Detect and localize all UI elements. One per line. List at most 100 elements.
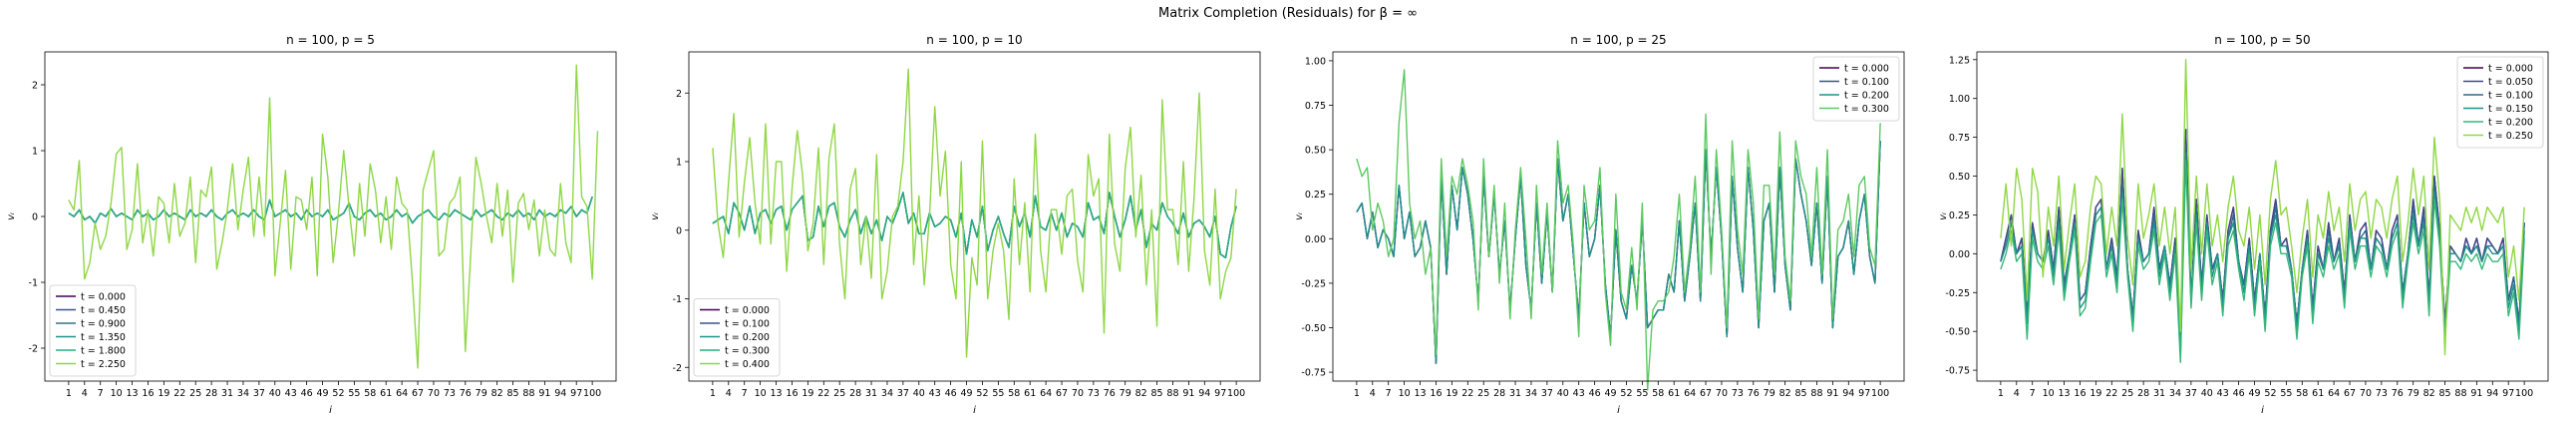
- x-tick-label: 10: [1399, 388, 1411, 399]
- legend-label: t = 0.300: [725, 346, 770, 357]
- x-tick-label: 61: [2312, 388, 2324, 399]
- axes-frame: [688, 51, 1261, 382]
- legend-label: t = 0.200: [1844, 91, 1889, 102]
- x-tick-label: 40: [913, 388, 925, 399]
- x-tick-label: 37: [1541, 388, 1553, 399]
- x-tick-label: 67: [412, 388, 424, 399]
- y-tick-label: 0.50: [1305, 146, 1326, 157]
- x-tick-label: 19: [2090, 388, 2101, 399]
- x-tick-label: 79: [1764, 388, 1775, 399]
- x-tick-label: 55: [1636, 388, 1648, 399]
- chart-svg: n = 100, p = 25 1 4 7 10 13 16 19 22 25 28 31 34 37 40…: [1294, 33, 1905, 416]
- x-tick-label: 10: [755, 388, 767, 399]
- x-tick-label: 49: [2248, 388, 2260, 399]
- series-line: [68, 64, 599, 369]
- y-tick-label: 0.50: [1949, 172, 1970, 183]
- legend-label: t = 0.100: [1844, 77, 1889, 88]
- legend: t = 0.000 t = 0.050 t = 0.100 t = 0.150 t = …: [2456, 56, 2544, 149]
- x-tick-label: 100: [583, 388, 601, 399]
- legend-label: t = 0.000: [81, 292, 126, 303]
- y-tick-label: 1.00: [1949, 94, 1970, 105]
- x-tick-label: 73: [444, 388, 456, 399]
- x-tick-label: 43: [2217, 388, 2229, 399]
- x-tick-label: 88: [1166, 388, 1178, 399]
- chart-svg: n = 100, p = 51 4 7 10 13 16 19 22 25 28 31 34 37 40 4…: [6, 33, 617, 416]
- series-line: [2000, 59, 2525, 356]
- x-tick-label: 79: [2408, 388, 2419, 399]
- x-tick-label: 67: [1056, 388, 1068, 399]
- x-tick-label: 37: [2185, 388, 2197, 399]
- y-tick-label: -1: [673, 294, 682, 305]
- x-axis-label: i: [973, 405, 976, 416]
- y-tick-label: 0: [676, 225, 682, 236]
- x-tick-label: 70: [1716, 388, 1728, 399]
- y-tick-label: -0.50: [1301, 323, 1326, 334]
- x-tick-label: 46: [301, 388, 313, 399]
- y-tick-label: 1: [676, 158, 682, 169]
- x-tick-label: 46: [2233, 388, 2245, 399]
- x-tick-label: 97: [1214, 388, 1226, 399]
- x-tick-label: 70: [2360, 388, 2372, 399]
- x-axis-label: i: [1617, 405, 1620, 416]
- x-tick-label: 64: [1684, 388, 1696, 399]
- y-tick-label: 1: [32, 147, 38, 158]
- x-tick-label: 100: [1227, 388, 1245, 399]
- x-tick-label: 73: [1732, 388, 1744, 399]
- y-axis-label: vᵢ: [650, 212, 661, 220]
- x-tick-label: 28: [849, 388, 861, 399]
- legend-label: t = 0.100: [725, 319, 770, 330]
- x-tick-label: 7: [2030, 388, 2036, 399]
- x-tick-label: 37: [253, 388, 265, 399]
- subplot-p25: n = 100, p = 25 1 4 7 10 13 16 19 22 25 28 31 34 37 40…: [1288, 0, 1932, 425]
- x-tick-label: 49: [960, 388, 972, 399]
- x-tick-label: 91: [538, 388, 550, 399]
- subplot-title: n = 100, p = 25: [1570, 33, 1666, 47]
- legend: t = 0.000 t = 0.100 t = 0.200 t = 0.300: [1812, 56, 1900, 122]
- legend: t = 0.000 t = 0.450 t = 0.900 t = 1.350 t = …: [49, 284, 137, 377]
- x-tick-label: 34: [1525, 388, 1537, 399]
- x-tick-label: 52: [976, 388, 988, 399]
- x-tick-label: 58: [364, 388, 376, 399]
- legend-label: t = 0.200: [725, 332, 770, 343]
- x-tick-label: 82: [491, 388, 503, 399]
- x-tick-label: 97: [570, 388, 582, 399]
- legend-label: t = 0.000: [1844, 64, 1889, 75]
- x-tick-label: 22: [173, 388, 185, 399]
- x-tick-label: 79: [1120, 388, 1131, 399]
- x-tick-label: 85: [1794, 388, 1806, 399]
- x-tick-label: 85: [2438, 388, 2450, 399]
- x-tick-label: 7: [1386, 388, 1392, 399]
- x-tick-label: 82: [1779, 388, 1791, 399]
- y-tick-label: -2: [673, 363, 682, 374]
- x-tick-label: 64: [1040, 388, 1052, 399]
- y-tick-label: 0.75: [1305, 101, 1326, 112]
- legend-label: t = 0.150: [2488, 104, 2533, 115]
- x-tick-label: 13: [770, 388, 782, 399]
- legend-label: t = 1.800: [81, 346, 126, 357]
- x-tick-label: 61: [1668, 388, 1680, 399]
- x-tick-label: 46: [1589, 388, 1601, 399]
- x-tick-label: 94: [554, 388, 566, 399]
- x-tick-label: 49: [1604, 388, 1616, 399]
- x-tick-label: 34: [881, 388, 893, 399]
- series-line: [1356, 69, 1881, 391]
- x-tick-label: 67: [1700, 388, 1712, 399]
- y-axis-label: vᵢ: [6, 212, 17, 220]
- x-tick-label: 82: [1135, 388, 1147, 399]
- x-tick-label: 55: [348, 388, 360, 399]
- x-tick-label: 43: [929, 388, 941, 399]
- x-tick-label: 1: [66, 388, 72, 399]
- y-tick-label: 2: [32, 81, 38, 92]
- x-tick-label: 34: [2169, 388, 2181, 399]
- y-tick-label: -2: [29, 344, 38, 355]
- legend-label: t = 0.050: [2488, 77, 2533, 88]
- legend-label: t = 0.100: [2488, 91, 2533, 102]
- x-tick-label: 76: [1748, 388, 1760, 399]
- x-tick-label: 25: [1477, 388, 1489, 399]
- subplot-title: n = 100, p = 50: [2214, 33, 2310, 47]
- legend-label: t = 0.900: [81, 319, 126, 330]
- x-tick-label: 85: [506, 388, 518, 399]
- legend-box: [2456, 56, 2544, 149]
- x-tick-label: 91: [1826, 388, 1838, 399]
- series-line: [712, 192, 1237, 258]
